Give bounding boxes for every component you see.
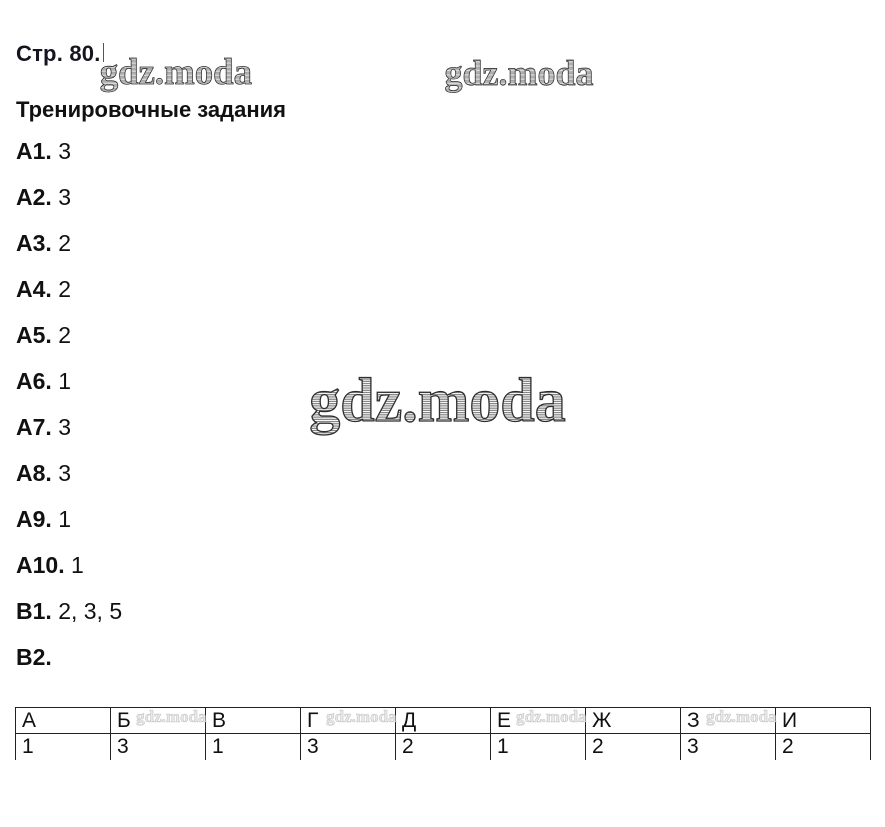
- svg-text:gdz.moda: gdz.moda: [136, 707, 207, 726]
- svg-text:gdz.moda: gdz.moda: [706, 707, 777, 726]
- svg-text:gdz.moda: gdz.moda: [445, 53, 594, 93]
- svg-text:gdz.moda: gdz.moda: [309, 367, 565, 435]
- svg-text:gdz.moda: gdz.moda: [100, 51, 252, 92]
- svg-text:gdz.moda: gdz.moda: [326, 707, 397, 726]
- svg-text:gdz.moda: gdz.moda: [516, 707, 587, 726]
